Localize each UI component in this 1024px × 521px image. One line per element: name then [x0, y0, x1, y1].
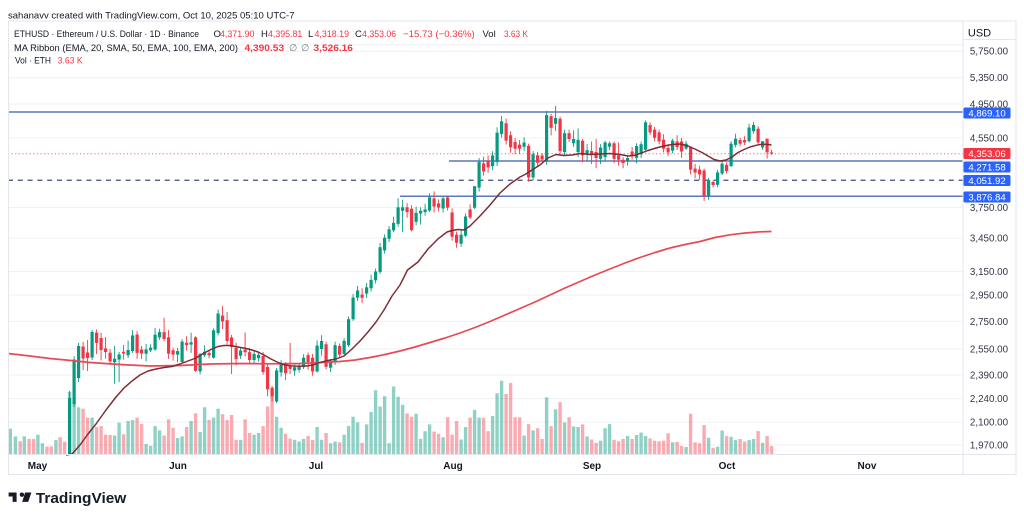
svg-text:3.63 K: 3.63 K: [58, 56, 84, 67]
svg-text:2,750.00: 2,750.00: [970, 317, 1009, 328]
svg-text:2,240.00: 2,240.00: [970, 394, 1009, 405]
svg-text:MA Ribbon (EMA, 20, SMA, 50, E: MA Ribbon (EMA, 20, SMA, 50, EMA, 100, E…: [14, 43, 238, 54]
svg-text:3,450.00: 3,450.00: [970, 234, 1009, 245]
svg-text:Oct: Oct: [719, 461, 736, 472]
svg-text:1,970.00: 1,970.00: [970, 441, 1009, 452]
svg-text:L: L: [308, 29, 313, 40]
svg-text:Jun: Jun: [169, 461, 187, 472]
svg-text:4,869.10: 4,869.10: [968, 108, 1005, 119]
svg-text:May: May: [28, 461, 48, 472]
svg-text:4,390.53: 4,390.53: [245, 43, 285, 54]
svg-text:4,353.06: 4,353.06: [968, 149, 1005, 160]
svg-text:Jul: Jul: [309, 461, 324, 472]
svg-text:5,750.00: 5,750.00: [970, 47, 1009, 58]
svg-text:3.63 K: 3.63 K: [504, 29, 529, 40]
svg-text:ETHUSD · Ethereum / U.S. Dolla: ETHUSD · Ethereum / U.S. Dollar · 1D · B…: [14, 29, 199, 40]
svg-text:O: O: [214, 29, 221, 40]
svg-text:Vol · ETH: Vol · ETH: [15, 56, 51, 67]
svg-text:4,353.06: 4,353.06: [362, 29, 396, 40]
svg-text:USD: USD: [968, 27, 991, 39]
svg-text:Aug: Aug: [443, 461, 462, 472]
svg-text:3,750.00: 3,750.00: [970, 203, 1009, 214]
svg-text:3,876.84: 3,876.84: [968, 192, 1006, 203]
svg-text:2,390.00: 2,390.00: [970, 371, 1009, 382]
svg-text:C: C: [355, 29, 362, 40]
svg-text:3,150.00: 3,150.00: [970, 267, 1009, 278]
svg-text:4,395.81: 4,395.81: [268, 29, 302, 40]
svg-text:4,550.00: 4,550.00: [970, 134, 1009, 145]
svg-text:∅: ∅: [301, 43, 309, 54]
svg-text:sahanavv created with TradingV: sahanavv created with TradingView.com, O…: [8, 10, 295, 21]
svg-text:4,051.92: 4,051.92: [968, 176, 1005, 187]
svg-text:Nov: Nov: [858, 461, 877, 472]
svg-text:−15.73 (−0.36%): −15.73 (−0.36%): [403, 29, 475, 40]
svg-text:4,371.90: 4,371.90: [220, 29, 254, 40]
svg-text:TradingView: TradingView: [36, 491, 127, 507]
svg-text:2,100.00: 2,100.00: [970, 418, 1009, 429]
svg-text:4,271.58: 4,271.58: [968, 162, 1005, 173]
svg-text:2,550.00: 2,550.00: [970, 345, 1009, 356]
svg-text:∅: ∅: [289, 43, 297, 54]
svg-text:4,318.19: 4,318.19: [315, 29, 350, 40]
svg-text:2,950.00: 2,950.00: [970, 291, 1009, 302]
svg-text:3,526.16: 3,526.16: [314, 43, 353, 54]
svg-text:5,350.00: 5,350.00: [970, 73, 1009, 84]
svg-text:Vol: Vol: [483, 29, 496, 40]
svg-text:4,950.00: 4,950.00: [970, 100, 1009, 111]
svg-text:H: H: [261, 29, 268, 40]
svg-text:Sep: Sep: [583, 461, 601, 472]
